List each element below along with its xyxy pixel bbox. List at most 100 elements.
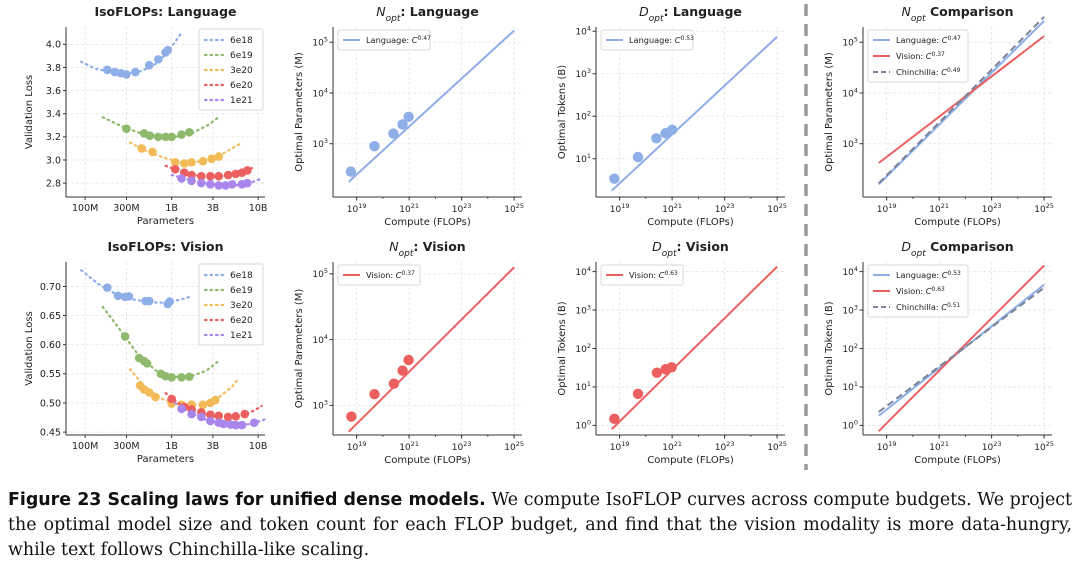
x-tick-label: 1021 [399,202,419,215]
x-tick-label: 1019 [877,202,897,215]
data-point-1e21 [221,181,230,190]
chart-dopt-vision: 1019 1021 1023 1025 100 101 102 103 104 Vision: C… [557,239,787,466]
data-point-6e20 [170,164,180,174]
y-tick-label: 3.0 [46,155,61,166]
legend-label: Vision: C0.63 [896,286,945,297]
x-axis-label: Compute (FLOPs) [384,217,471,228]
y-tick-label: 3.6 [46,86,61,97]
x-tick-label: 1023 [982,202,1002,215]
data-point-1e21 [237,420,247,430]
legend-label: Vision: C0.37 [896,51,945,62]
data-point-3e20 [214,152,224,161]
x-tick-label: 1023 [452,202,472,215]
data-point-6e20 [167,394,176,404]
x-axis-label: Compute (FLOPs) [384,455,471,466]
data-point-6e20 [231,412,240,421]
x-tick-label: 1021 [399,440,419,453]
x-tick-label: 1025 [504,440,524,453]
y-tick-label: 102 [842,342,858,355]
x-tick-label: 1021 [662,440,682,453]
x-tick-label: 1019 [610,440,630,453]
y-tick-label: 100 [842,419,858,432]
data-point-6e20 [214,411,224,421]
fit-line-vision [348,266,515,433]
chart-isoflops-vision: 100M 300M 1B 3B 10B 0.45 0.50 0.55 0.60 0.65 0.70 6… [24,239,267,465]
data-point-6e20 [223,412,233,422]
fit-line-vision [611,265,778,430]
x-tick-label: 3B [207,441,220,452]
chart-title: Nopt: Vision [389,239,465,259]
data-point-3e20 [198,156,208,166]
data-point-6e18 [165,297,175,306]
x-tick-label: 1025 [1034,440,1054,453]
data-point-6e20 [196,171,206,181]
legend-label: 1e21 [230,96,253,106]
data-point-3e20 [187,158,196,167]
x-tick-label: 3B [207,203,220,214]
optimal-point [632,151,644,163]
data-point-1e21 [214,181,224,190]
data-point-6e19 [153,132,163,142]
y-tick-label: 103 [312,399,328,412]
fit-line-chinchilla [878,286,1045,413]
y-tick-label: 102 [575,110,591,123]
legend-box [198,28,264,111]
optimal-point [609,413,620,425]
fit-line-language [348,29,515,183]
data-point-6e20 [240,409,250,419]
x-tick-label: 1021 [662,202,682,215]
y-tick-label: 3.8 [46,63,61,74]
data-point-3e20 [198,400,208,410]
x-tick-label: 300M [113,441,139,452]
data-point-6e18 [122,70,131,79]
fit-line-vision [878,264,1045,432]
data-point-1e21 [231,420,240,430]
y-axis-label: Optimal Parameters (M) [294,52,305,172]
data-point-3e20 [211,395,220,405]
x-tick-label: 1021 [929,440,949,453]
x-tick-label: 10B [249,203,268,214]
y-tick-label: 101 [575,380,591,393]
chart-title: Dopt: Language [639,4,742,24]
legend-label: Vision: C0.37 [366,270,415,281]
data-point-3e20 [148,147,157,157]
x-tick-label: 1023 [982,440,1002,453]
optimal-point [666,362,677,373]
optimal-point [609,173,620,184]
chart-nopt-vision: 1019 1021 1023 1025 103 104 105 Vision: C0.37 No… [294,239,524,466]
y-tick-label: 105 [842,36,858,49]
chart-dopt-comparison: 1019 1021 1023 1025 100 101 102 103 104 Language:… [824,239,1054,466]
data-point-6e18 [163,45,173,55]
y-axis-label: Optimal Tokens (B) [557,65,568,159]
y-tick-label: 101 [842,380,858,393]
fit-curve-3e20 [128,141,244,164]
figure-23: 100M 300M 1B 3B 10B 2.8 3.0 3.2 3.4 3.6 3.8 4.0 6e18… [24,4,1054,470]
y-tick-label: 104 [312,86,328,99]
chart-title: IsoFLOPs: Vision [107,239,223,254]
data-point-6e18 [124,292,134,301]
legend-box [198,263,264,346]
data-point-6e19 [177,373,186,382]
y-axis-label: Optimal Parameters (M) [824,52,835,172]
data-point-3e20 [144,388,154,397]
y-tick-label: 104 [312,333,328,346]
x-tick-label: 1B [165,203,178,214]
legend-label: 6e18 [230,36,253,46]
y-tick-label: 100 [575,419,591,432]
chart-nopt-comparison: 1019 1021 1023 1025 103 104 105 Language: C0.47… [824,4,1054,228]
data-point-1e21 [196,412,206,422]
data-point-3e20 [137,144,146,153]
optimal-point [651,133,662,144]
x-axis-label: Compute (FLOPs) [914,217,1001,228]
data-point-1e21 [227,179,237,189]
optimal-point [651,367,663,378]
fit-line-language [611,36,778,192]
legend-box [867,29,969,83]
legend-label: 6e20 [230,81,253,91]
y-tick-label: 0.50 [40,398,61,409]
legend-label: 6e18 [230,271,253,281]
data-point-3e20 [207,154,216,164]
legend-label: Language: C0.47 [896,35,961,46]
y-tick-label: 0.55 [40,369,61,380]
data-point-6e19 [142,359,152,368]
